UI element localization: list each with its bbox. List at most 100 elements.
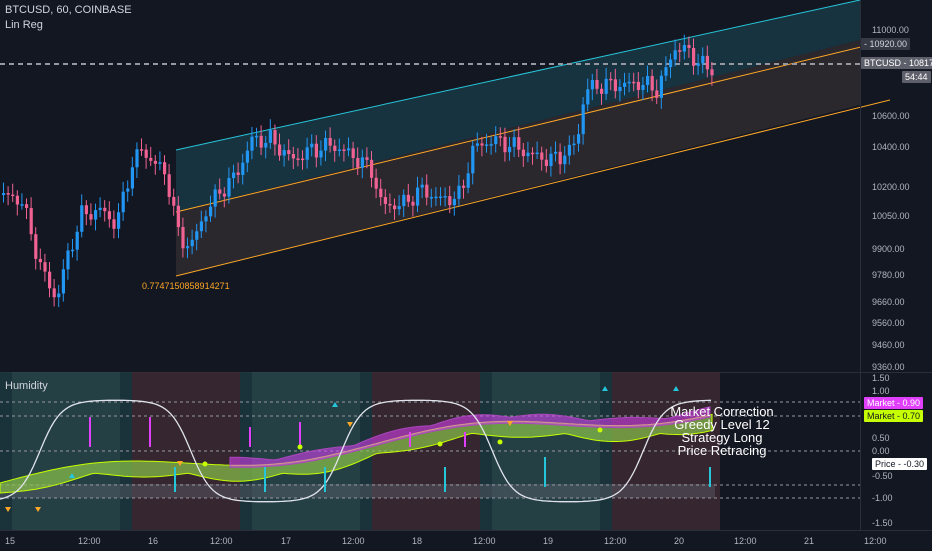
price-tick: 10200.00 <box>872 182 910 192</box>
candle-body <box>209 206 213 217</box>
candle-body <box>498 136 502 138</box>
candle-body <box>558 151 562 165</box>
regression-mid-line <box>175 39 891 213</box>
candle-body <box>646 76 650 85</box>
price-chart-pane[interactable]: BTCUSD, 60, COINBASE Lin Reg 0.774715085… <box>0 0 932 372</box>
candle-body <box>549 153 553 167</box>
candle-body <box>420 184 424 188</box>
price-tick: 11000.00 <box>872 25 909 35</box>
candle-body <box>153 160 157 164</box>
candle-body <box>227 178 231 197</box>
osc-tick: 1.00 <box>872 386 890 396</box>
regression-coefficient-label: 0.7747150858914271 <box>142 281 230 291</box>
candle-body <box>503 136 507 153</box>
candle-body <box>107 211 111 220</box>
time-label: 12:00 <box>473 536 496 546</box>
candle-body <box>89 214 93 220</box>
candle-body <box>342 149 346 152</box>
candle-body <box>613 79 617 92</box>
buy-triangle-marker <box>602 386 608 391</box>
candle-body <box>130 167 134 189</box>
candle-body <box>296 158 300 160</box>
candle-body <box>310 143 314 148</box>
sell-triangle-marker <box>507 421 513 426</box>
candle-body <box>291 154 295 159</box>
oscillator-axis[interactable]: 1.50 1.00 Market - 0.90 Market - 0.70 0.… <box>860 372 932 530</box>
humidity-oscillator-pane[interactable]: Humidity Market Correction Greedy Level … <box>0 372 932 530</box>
buy-triangle-marker <box>332 402 338 407</box>
price-axis[interactable]: 11000.00 - 10920.00 BTCUSD - 10817.12 54… <box>860 0 932 372</box>
candle-body <box>600 88 604 94</box>
candle-body <box>144 149 148 158</box>
candle-body <box>452 198 456 206</box>
time-axis[interactable]: 15 12:00 16 12:00 17 12:00 18 12:00 19 1… <box>0 530 932 551</box>
time-label: 17 <box>281 536 292 546</box>
candle-body <box>186 246 190 249</box>
candle-body <box>181 227 185 249</box>
candle-body <box>655 90 659 98</box>
candle-body <box>222 193 226 197</box>
candle-body <box>324 138 328 151</box>
time-label: 12:00 <box>210 536 233 546</box>
candles-group <box>2 34 714 308</box>
candle-body <box>636 81 640 90</box>
candle-body <box>255 135 259 138</box>
candle-body <box>669 59 673 68</box>
candle-body <box>554 151 558 154</box>
time-label: 12:00 <box>734 536 757 546</box>
candle-body <box>71 249 75 252</box>
osc-tick: -1.50 <box>872 518 893 528</box>
candle-body <box>480 143 484 146</box>
oscillator-canvas[interactable] <box>0 372 932 530</box>
candle-body <box>103 207 107 212</box>
candle-body <box>333 145 337 151</box>
signal-spikes <box>89 417 711 492</box>
candle-body <box>351 148 355 158</box>
candle-body <box>34 234 38 259</box>
candle-body <box>48 271 52 289</box>
time-label: 20 <box>674 536 685 546</box>
candle-body <box>443 196 447 198</box>
candle-body <box>682 45 686 52</box>
candle-body <box>489 144 493 146</box>
dot-marker <box>597 427 603 433</box>
candle-body <box>659 75 663 98</box>
candle-body <box>434 196 438 199</box>
candle-body <box>268 130 272 143</box>
price-chart-canvas[interactable] <box>0 0 932 372</box>
candle-body <box>586 89 590 105</box>
candle-body <box>347 148 351 151</box>
countdown-tag: 54:44 <box>902 71 931 83</box>
time-label: 12:00 <box>864 536 887 546</box>
candle-body <box>448 196 452 206</box>
candle-body <box>673 50 677 60</box>
sell-triangle-marker <box>35 507 41 512</box>
candle-body <box>627 81 631 84</box>
osc-tick: 0.50 <box>872 433 890 443</box>
candle-body <box>406 194 410 202</box>
candle-body <box>245 150 249 163</box>
candle-body <box>632 81 636 84</box>
candle-body <box>397 206 401 210</box>
candle-body <box>544 159 548 167</box>
time-label: 12:00 <box>342 536 365 546</box>
candle-body <box>163 162 167 175</box>
candle-body <box>167 174 171 197</box>
candle-body <box>204 216 208 222</box>
market-green-tag: Market - 0.70 <box>864 410 924 422</box>
candle-body <box>195 231 199 240</box>
dot-marker <box>297 444 303 450</box>
candle-body <box>650 76 654 91</box>
candle-body <box>508 146 512 153</box>
candle-body <box>604 78 608 94</box>
candle-body <box>383 197 387 204</box>
candle-body <box>618 86 622 92</box>
candle-body <box>664 67 668 76</box>
candle-body <box>15 195 19 205</box>
candle-body <box>213 189 217 207</box>
candle-body <box>43 262 47 272</box>
price-tick: 9900.00 <box>872 244 905 254</box>
candle-body <box>140 149 144 151</box>
candle-body <box>98 207 102 211</box>
candle-body <box>439 196 443 199</box>
